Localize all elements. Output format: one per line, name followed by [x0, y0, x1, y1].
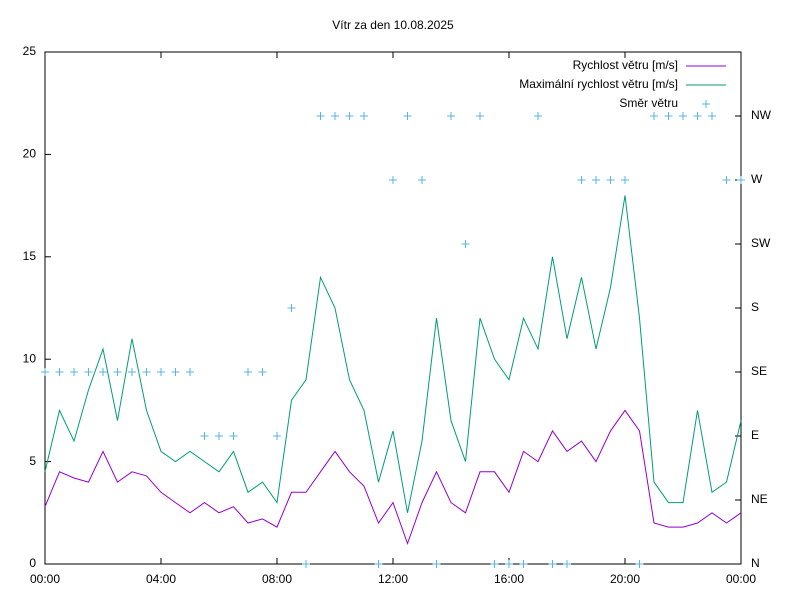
direction-point: [84, 368, 93, 376]
direction-point: [606, 176, 615, 184]
y2-tick-label: W: [751, 172, 763, 186]
direction-point: [505, 560, 513, 568]
x-tick-label: 00:00: [726, 572, 756, 586]
direction-point: [418, 176, 426, 184]
direction-point: [563, 560, 571, 568]
direction-point: [621, 176, 629, 184]
y2-tick-label: S: [751, 300, 759, 314]
x-tick-label: 04:00: [146, 572, 176, 586]
direction-point: [331, 112, 339, 120]
y2-tick-label: NW: [751, 108, 772, 122]
series-line: [44, 409, 742, 545]
legend-label: Rychlost větru [m/s]: [573, 58, 678, 72]
y2-tick-label: N: [751, 556, 760, 570]
direction-point: [548, 560, 557, 568]
y-tick-label: 10: [23, 351, 37, 365]
direction-point: [374, 560, 383, 568]
y2-tick-label: NE: [751, 492, 768, 506]
direction-point: [157, 368, 165, 376]
direction-point: [737, 176, 745, 184]
y2-tick-label: SW: [751, 236, 771, 250]
y2-tick-label: E: [751, 428, 759, 442]
x-tick-label: 16:00: [494, 572, 524, 586]
y2-tick-label: SE: [751, 364, 767, 378]
direction-point: [592, 176, 600, 184]
plot-border: [44, 51, 742, 565]
y-tick-label: 20: [23, 147, 37, 161]
direction-point: [577, 176, 586, 184]
direction-point: [708, 112, 716, 120]
direction-point: [461, 240, 470, 248]
direction-point: [447, 112, 455, 120]
direction-point: [534, 112, 542, 120]
chart-title: Vítr za den 10.08.2025: [332, 18, 454, 32]
x-tick-label: 20:00: [610, 572, 640, 586]
direction-point: [273, 432, 281, 440]
direction-point: [113, 368, 122, 376]
direction-point: [650, 112, 658, 120]
y-tick-label: 0: [29, 556, 36, 570]
direction-point: [171, 368, 180, 376]
direction-point: [41, 368, 49, 376]
direction-point: [345, 112, 354, 120]
direction-point: [70, 368, 78, 376]
direction-point: [55, 368, 64, 376]
direction-point: [244, 368, 252, 376]
direction-point: [302, 560, 310, 568]
direction-point: [287, 304, 296, 312]
direction-point: [679, 112, 687, 120]
direction-point: [519, 560, 528, 568]
direction-point: [229, 432, 238, 440]
series-line: [44, 195, 742, 513]
direction-point: [258, 368, 267, 376]
legend-label: Směr větru: [619, 96, 678, 110]
direction-point: [722, 176, 731, 184]
direction-point: [186, 368, 194, 376]
direction-point: [215, 432, 223, 440]
x-tick-label: 12:00: [378, 572, 408, 586]
direction-point: [403, 112, 412, 120]
direction-point: [635, 560, 644, 568]
legend-swatch: [702, 100, 710, 108]
direction-point: [200, 432, 209, 440]
direction-point: [432, 560, 441, 568]
direction-point: [389, 176, 397, 184]
y-tick-label: 25: [23, 44, 37, 58]
direction-point: [128, 368, 136, 376]
y-tick-label: 15: [23, 249, 37, 263]
direction-point: [476, 112, 484, 120]
direction-point: [490, 560, 499, 568]
direction-point: [664, 112, 673, 120]
direction-point: [693, 112, 702, 120]
x-tick-label: 00:00: [30, 572, 60, 586]
direction-point: [99, 368, 107, 376]
direction-point: [316, 112, 325, 120]
x-tick-label: 08:00: [262, 572, 292, 586]
y-tick-label: 5: [29, 454, 36, 468]
direction-point: [360, 112, 368, 120]
legend-label: Maximální rychlost větru [m/s]: [519, 77, 678, 91]
direction-point: [142, 368, 151, 376]
